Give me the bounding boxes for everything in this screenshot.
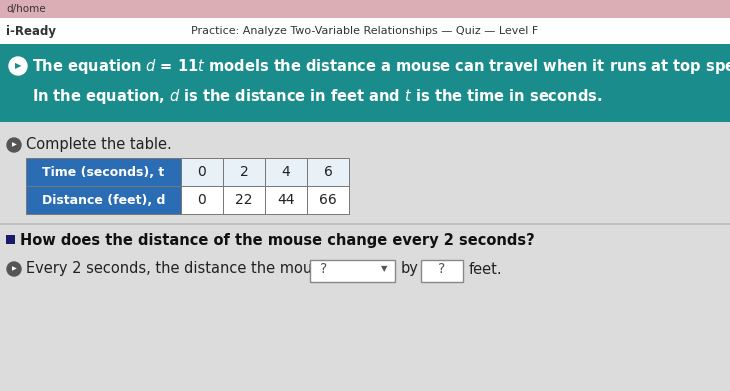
Bar bbox=[0, 0, 730, 18]
Text: 4: 4 bbox=[282, 165, 291, 179]
Text: d/home: d/home bbox=[6, 4, 45, 14]
Text: 6: 6 bbox=[323, 165, 332, 179]
Text: 0: 0 bbox=[198, 193, 207, 207]
Text: 0: 0 bbox=[198, 165, 207, 179]
Text: Complete the table.: Complete the table. bbox=[26, 138, 172, 152]
Text: Every 2 seconds, the distance the mouse travels: Every 2 seconds, the distance the mouse … bbox=[26, 262, 384, 276]
Text: 66: 66 bbox=[319, 193, 337, 207]
Circle shape bbox=[7, 262, 21, 276]
Text: feet.: feet. bbox=[469, 262, 503, 276]
Text: i-Ready: i-Ready bbox=[6, 25, 56, 38]
Bar bbox=[310, 260, 395, 282]
Text: ?: ? bbox=[439, 262, 445, 276]
Bar bbox=[181, 158, 223, 186]
Text: 44: 44 bbox=[277, 193, 295, 207]
Bar bbox=[0, 18, 730, 44]
Text: Time (seconds), t: Time (seconds), t bbox=[42, 165, 165, 179]
Text: ▼: ▼ bbox=[381, 264, 388, 273]
Bar bbox=[223, 186, 265, 214]
Text: ▶: ▶ bbox=[12, 267, 16, 271]
Text: ▶: ▶ bbox=[12, 142, 16, 147]
Text: In the equation, $d$ is the distance in feet and $t$ is the time in seconds.: In the equation, $d$ is the distance in … bbox=[32, 86, 602, 106]
Bar bbox=[0, 122, 730, 391]
Bar bbox=[421, 260, 463, 282]
Text: 2: 2 bbox=[239, 165, 248, 179]
Bar bbox=[181, 186, 223, 214]
Text: 22: 22 bbox=[235, 193, 253, 207]
Bar bbox=[6, 235, 15, 244]
Text: How does the distance of the mouse change every 2 seconds?: How does the distance of the mouse chang… bbox=[20, 233, 535, 248]
Text: ?: ? bbox=[320, 262, 327, 276]
Text: Practice: Analyze Two-Variable Relationships — Quiz — Level F: Practice: Analyze Two-Variable Relations… bbox=[191, 26, 539, 36]
Bar bbox=[265, 186, 307, 214]
Bar bbox=[26, 186, 181, 214]
Text: Distance (feet), d: Distance (feet), d bbox=[42, 194, 165, 206]
Bar bbox=[26, 158, 181, 186]
Text: The equation $d$ = 11$t$ models the distance a mouse can travel when it runs at : The equation $d$ = 11$t$ models the dist… bbox=[32, 57, 730, 75]
Bar bbox=[0, 44, 730, 122]
Circle shape bbox=[7, 138, 21, 152]
Circle shape bbox=[9, 57, 27, 75]
Bar bbox=[307, 158, 349, 186]
Text: ▶: ▶ bbox=[15, 61, 21, 70]
Bar bbox=[307, 186, 349, 214]
Bar bbox=[265, 158, 307, 186]
Bar bbox=[223, 158, 265, 186]
Text: by: by bbox=[401, 262, 419, 276]
